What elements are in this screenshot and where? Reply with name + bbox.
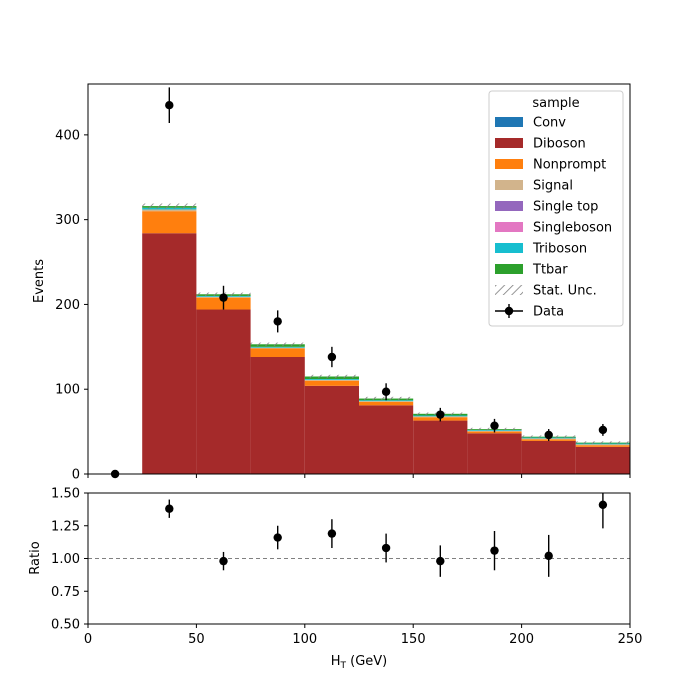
bar-diboson: [304, 385, 359, 474]
ratio-point: [219, 556, 228, 566]
stat-unc-band: [142, 203, 197, 209]
bar-nonprompt: [467, 431, 522, 434]
legend: sample Conv Diboson Nonprompt Signal Single t…: [488, 90, 624, 327]
data-point: [490, 421, 499, 430]
ratio-xtick-label: 200: [509, 632, 534, 647]
legend-swatch-single-top: [495, 201, 523, 211]
xlabel: HT (GeV): [331, 654, 388, 671]
stat-unc-band: [250, 342, 305, 346]
data-point: [110, 469, 120, 479]
legend-label-triboson: Triboson: [532, 242, 587, 257]
ratio-ytick-label: 0.75: [51, 585, 80, 600]
ratio-plot: 0.50 0.75 1.00 1.25 1.50 0 50 100 150 200 250: [51, 487, 642, 648]
ratio-ytick-label: 0.50: [51, 618, 80, 633]
ratio-xtick-label: 0: [84, 632, 92, 647]
ratio-xtick-label: 50: [188, 632, 205, 647]
bar-diboson: [359, 405, 414, 474]
bar-diboson: [142, 233, 197, 474]
bar-diboson: [196, 309, 251, 474]
bar-signal: [250, 347, 305, 349]
data-point: [381, 387, 391, 396]
data-point: [219, 293, 228, 302]
ratio-point: [490, 546, 499, 555]
ratio-xtick-label: 250: [618, 632, 643, 647]
ratio-point: [381, 543, 391, 553]
ratio-point: [273, 533, 282, 542]
main-ylabel: Events: [32, 259, 47, 303]
legend-swatch-singleboson: [495, 222, 523, 232]
legend-swatch-stat-unc-: [495, 285, 523, 295]
bar-diboson: [521, 440, 576, 474]
bar-signal: [575, 444, 630, 446]
ratio-point: [327, 529, 337, 538]
main-plot: 0 100 200 300 400: [55, 83, 631, 483]
legend-swatch-triboson: [495, 243, 523, 253]
ratio-point: [436, 556, 445, 566]
ratio-ylabel: Ratio: [28, 541, 43, 574]
legend-label-ttbar: Ttbar: [532, 263, 568, 278]
legend-label-stat-unc-: Stat. Unc.: [533, 284, 597, 299]
bar-nonprompt: [304, 380, 359, 386]
data-point: [273, 317, 282, 326]
stat-unc-band: [575, 441, 630, 444]
bar-triboson: [250, 346, 305, 348]
legend-label-data: Data: [533, 305, 564, 320]
bar-nonprompt: [359, 401, 414, 406]
bar-diboson: [413, 420, 468, 474]
ratio-ytick-label: 1.00: [51, 552, 80, 567]
xlabel-sub: T: [340, 661, 347, 671]
legend-swatch-diboson: [495, 138, 523, 148]
ratio-xtick-label: 100: [292, 632, 317, 647]
legend-title: sample: [532, 96, 579, 111]
data-point: [598, 425, 608, 435]
xlabel-main: H: [331, 654, 341, 669]
bar-nonprompt: [575, 445, 630, 447]
bar-diboson: [467, 433, 522, 474]
legend-label-diboson: Diboson: [533, 137, 586, 152]
main-ytick-label: 400: [55, 128, 80, 143]
ratio-ytick-label: 1.25: [51, 519, 80, 534]
main-ytick-label: 300: [55, 213, 80, 228]
xlabel-unit: (GeV): [346, 654, 387, 669]
legend-swatch-signal: [495, 180, 523, 190]
ratio-point: [544, 551, 553, 561]
data-point: [436, 410, 445, 419]
legend-label-conv: Conv: [533, 116, 566, 131]
bar-diboson: [575, 446, 630, 474]
bar-triboson: [359, 400, 414, 402]
ratio-xtick-label: 150: [401, 632, 426, 647]
main-ytick-label: 100: [55, 383, 80, 398]
legend-label-signal: Signal: [533, 179, 573, 194]
legend-swatch-ttbar: [495, 264, 523, 274]
data-point: [327, 352, 337, 362]
bar-signal: [142, 209, 197, 212]
data-point: [544, 430, 553, 440]
main-axes-frame: [87, 83, 631, 475]
bar-nonprompt: [250, 348, 305, 357]
bar-diboson: [250, 357, 305, 474]
bar-signal: [359, 401, 414, 402]
ratio-point: [598, 500, 608, 509]
data-point: [165, 100, 174, 110]
legend-label-nonprompt: Nonprompt: [533, 158, 606, 173]
ratio-ytick-label: 1.50: [51, 487, 80, 502]
bar-triboson: [304, 379, 359, 380]
ratio-point: [165, 504, 174, 513]
main-ytick-label: 200: [55, 298, 80, 313]
stat-unc-band: [304, 374, 359, 379]
legend-label-singleboson: Singleboson: [533, 221, 612, 236]
legend-swatch-data-marker: [504, 306, 514, 316]
bar-signal: [304, 379, 359, 381]
legend-label-single-top: Single top: [533, 200, 598, 215]
main-ytick-label: 0: [72, 468, 80, 483]
legend-swatch-nonprompt: [495, 159, 523, 169]
bar-nonprompt: [142, 211, 197, 234]
legend-swatch-conv: [495, 117, 523, 127]
